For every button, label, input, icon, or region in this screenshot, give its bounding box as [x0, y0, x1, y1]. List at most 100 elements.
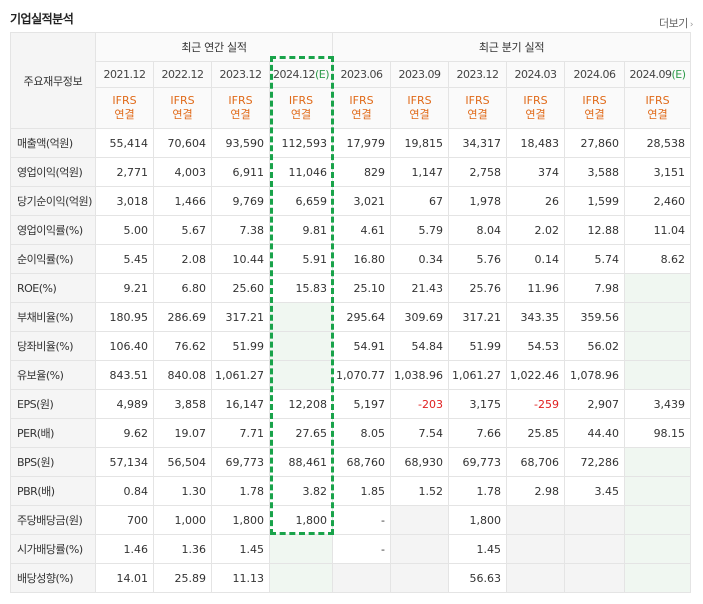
value-cell: 3,439	[624, 389, 692, 419]
value-cell: 25.89	[153, 563, 212, 593]
value-cell: 5.45	[95, 244, 154, 274]
value-cell: 55,414	[95, 128, 154, 158]
value-cell: 69,773	[211, 447, 270, 477]
row-label: ROE(%)	[10, 273, 96, 303]
value-cell: 54.91	[332, 331, 392, 361]
table-row: 유보율(%) 843.51 840.08 1,061.27 1,070.77 1,038.…	[10, 360, 692, 390]
ifrs-label: IFRS	[645, 94, 670, 107]
ifrs-cell: IFRS 연결	[390, 87, 450, 129]
value-cell: 1.85	[332, 476, 392, 506]
period-header-row: 2021.12 2022.12 2023.12 2024.12(E) 2023.06 20…	[11, 61, 692, 88]
value-cell: 2,460	[624, 186, 692, 216]
value-cell: -203	[390, 389, 450, 419]
value-cell: 840.08	[153, 360, 212, 390]
ifrs-header-row: IFRS 연결 IFRS 연결 IFRS 연결 IFRS 연결 IFRS 연결 IFRS 연결 IFRS…	[11, 87, 692, 129]
value-cell: 5.74	[564, 244, 626, 274]
value-cell: 3.82	[268, 476, 334, 506]
value-cell: 374	[506, 157, 566, 187]
estimate-mark: (E)	[314, 68, 330, 81]
table-row: 배당성향(%) 14.01 25.89 11.13 56.63	[10, 563, 692, 593]
row-label: EPS(원)	[10, 389, 96, 419]
value-cell: 5.91	[268, 244, 334, 274]
value-cell	[268, 302, 334, 332]
value-cell	[268, 331, 334, 361]
value-cell: 1.45	[448, 534, 508, 564]
value-cell: 3,151	[624, 157, 692, 187]
row-label: 유보율(%)	[10, 360, 96, 390]
row-label: 당기순이익(억원)	[10, 186, 96, 216]
value-cell: 12,208	[268, 389, 334, 419]
value-cell: 16,147	[211, 389, 270, 419]
value-cell: 7.38	[211, 215, 270, 245]
value-cell: 14.01	[95, 563, 154, 593]
value-cell: 28,538	[624, 128, 692, 158]
value-cell: 25.10	[332, 273, 392, 303]
value-cell: 19,815	[390, 128, 450, 158]
value-cell: 3,175	[448, 389, 508, 419]
chevron-right-icon: ›	[689, 20, 694, 30]
table-row: 영업이익(억원) 2,771 4,003 6,911 11,046 829 1,147 2,7…	[10, 157, 692, 187]
table-row: BPS(원) 57,134 56,504 69,773 88,461 68,760 68,9…	[10, 447, 692, 477]
footnote-cutoff	[10, 595, 690, 604]
value-cell	[506, 505, 566, 535]
value-cell	[624, 360, 692, 390]
value-cell: 27,860	[564, 128, 626, 158]
value-cell: 317.21	[211, 302, 270, 332]
value-cell: 68,760	[332, 447, 392, 477]
value-cell: 19.07	[153, 418, 212, 448]
ifrs-label: IFRS	[582, 94, 607, 107]
value-cell: 56,504	[153, 447, 212, 477]
value-cell: 3,588	[564, 157, 626, 187]
value-cell: 11.13	[211, 563, 270, 593]
row-label: PBR(배)	[10, 476, 96, 506]
period-label: 2024.06	[573, 68, 617, 81]
value-cell: 6,659	[268, 186, 334, 216]
value-cell: 1.30	[153, 476, 212, 506]
period-label: 2024.12	[272, 68, 316, 81]
ifrs-cell: IFRS 연결	[332, 87, 392, 129]
period-header: 2023.12	[448, 61, 508, 88]
table-row: 시가배당률(%) 1.46 1.36 1.45-1.45	[10, 534, 692, 564]
value-cell: 5.00	[95, 215, 154, 245]
ifrs-cell: IFRS 연결	[211, 87, 270, 129]
value-cell: 4,989	[95, 389, 154, 419]
ifrs-cell: IFRS 연결	[268, 87, 334, 129]
value-cell: 15.83	[268, 273, 334, 303]
value-cell: 9.81	[268, 215, 334, 245]
table-row: PER(배) 9.62 19.07 7.71 27.65 8.05 7.54 7.66 25.8…	[10, 418, 692, 448]
ifrs-cell: IFRS 연결	[506, 87, 566, 129]
value-cell: 0.84	[95, 476, 154, 506]
value-cell	[624, 331, 692, 361]
value-cell: 6.80	[153, 273, 212, 303]
value-cell: 88,461	[268, 447, 334, 477]
value-cell: 5.67	[153, 215, 212, 245]
value-cell: 5.76	[448, 244, 508, 274]
value-cell: 1,000	[153, 505, 212, 535]
more-link[interactable]: 더보기 ›	[659, 15, 694, 31]
financial-summary-table: 주요재무정보 최근 연간 실적 최근 분기 실적 2021.12 2022.12 2…	[10, 32, 692, 593]
group-annual-header: 최근 연간 실적	[94, 32, 334, 62]
value-cell: 1,800	[448, 505, 508, 535]
ifrs-cell: IFRS 연결	[153, 87, 212, 129]
value-cell: 2,907	[564, 389, 626, 419]
value-cell	[624, 563, 692, 593]
period-label: 2022.12	[161, 68, 205, 81]
value-cell: 359.56	[564, 302, 626, 332]
table-row: 영업이익률(%) 5.00 5.67 7.38 9.81 4.61 5.79 8.04 2.02…	[10, 215, 692, 245]
value-cell	[268, 534, 334, 564]
value-cell: 2.02	[506, 215, 566, 245]
value-cell: 3,018	[95, 186, 154, 216]
value-cell: 1,800	[211, 505, 270, 535]
period-label: 2021.12	[103, 68, 147, 81]
value-cell: 4,003	[153, 157, 212, 187]
table-row: 당좌비율(%) 106.40 76.62 51.99 54.91 54.84 51.99 54…	[10, 331, 692, 361]
more-label: 더보기	[659, 17, 688, 30]
value-cell: 0.14	[506, 244, 566, 274]
value-cell: 7.71	[211, 418, 270, 448]
value-cell: 1,061.27	[211, 360, 270, 390]
ifrs-label: IFRS	[523, 94, 548, 107]
period-label: 2023.12	[219, 68, 263, 81]
value-cell: 1,061.27	[448, 360, 508, 390]
value-cell: 51.99	[448, 331, 508, 361]
row-label: 부채비율(%)	[10, 302, 96, 332]
